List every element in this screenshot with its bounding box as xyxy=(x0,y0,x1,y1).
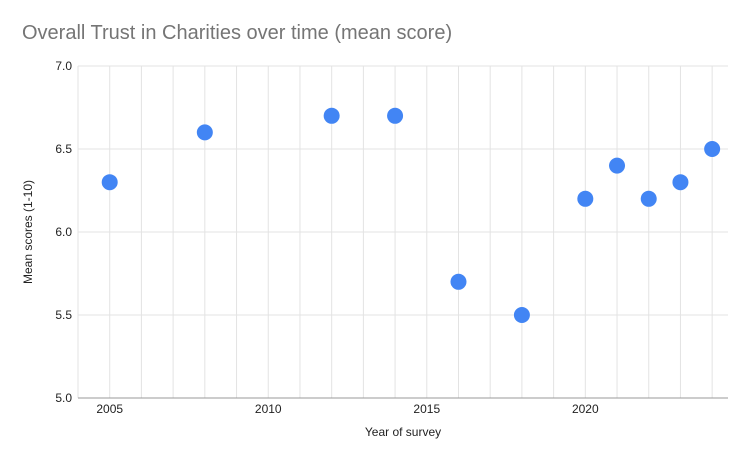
data-point xyxy=(577,190,594,207)
data-point xyxy=(101,174,118,191)
y-tick-label: 5.0 xyxy=(55,391,72,405)
data-point xyxy=(450,273,467,290)
data-point xyxy=(672,174,689,191)
data-point xyxy=(196,124,213,141)
x-axis-title: Year of survey xyxy=(364,425,442,439)
x-tick-label: 2010 xyxy=(255,402,282,416)
chart-title: Overall Trust in Charities over time (me… xyxy=(22,22,453,44)
y-tick-label: 6.0 xyxy=(55,225,72,239)
y-tick-label: 7.0 xyxy=(55,59,72,73)
data-point xyxy=(387,107,404,124)
data-point xyxy=(640,190,657,207)
data-point xyxy=(323,107,340,124)
data-point xyxy=(513,307,530,323)
y-tick-label: 6.5 xyxy=(55,142,72,156)
y-tick-label: 5.5 xyxy=(55,308,72,322)
x-tick-label: 2020 xyxy=(572,402,599,416)
data-point xyxy=(609,157,626,174)
x-tick-label: 2015 xyxy=(413,402,440,416)
data-point xyxy=(704,141,721,157)
x-tick-label: 2005 xyxy=(96,402,123,416)
